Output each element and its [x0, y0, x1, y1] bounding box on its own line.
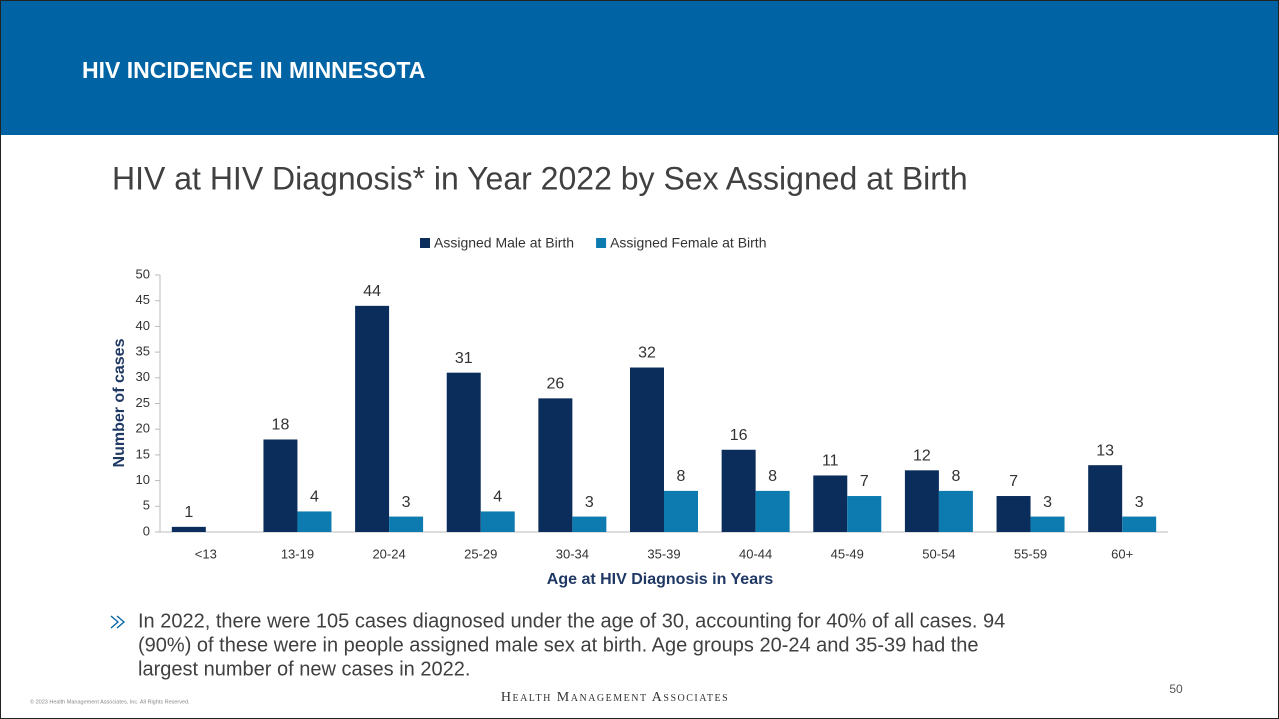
y-tick-label: 25 [136, 395, 150, 410]
y-tick-label: 35 [136, 344, 150, 359]
x-tick-label: 60+ [1111, 546, 1133, 561]
bullet-line: In 2022, there were 105 cases diagnosed … [138, 610, 1005, 632]
data-label: 16 [730, 427, 748, 444]
data-label: 4 [493, 489, 502, 506]
y-axis-title: Number of cases [111, 338, 128, 467]
data-label: 12 [913, 448, 931, 465]
data-label: 1 [184, 504, 193, 521]
data-label: 44 [363, 283, 381, 300]
data-label: 3 [1043, 494, 1052, 511]
page-number: 50 [1169, 682, 1183, 696]
data-label: 7 [1009, 473, 1018, 490]
y-tick-label: 5 [143, 498, 150, 513]
copyright: © 2023 Health Management Associates, Inc… [30, 698, 190, 705]
bar [263, 439, 298, 532]
data-label: 4 [310, 489, 319, 506]
legend-label: Assigned Male at Birth [434, 235, 574, 251]
bar [538, 398, 573, 532]
bar [171, 526, 206, 532]
bullet-icon [110, 615, 125, 629]
data-label: 11 [822, 453, 839, 470]
x-tick-label: 55-59 [1014, 546, 1047, 561]
bar [847, 496, 882, 532]
y-tick-label: 40 [136, 318, 150, 333]
bullet-line: largest number of new cases in 2022. [138, 658, 470, 680]
brand: Health Management Associates [501, 690, 729, 705]
x-tick-label: 45-49 [831, 546, 864, 561]
x-tick-label: 40-44 [739, 546, 772, 561]
legend-swatch [420, 238, 430, 248]
y-tick-label: 45 [136, 292, 150, 307]
bar [1030, 516, 1065, 532]
x-tick-label: 50-54 [922, 546, 955, 561]
legend-label: Assigned Female at Birth [610, 235, 766, 251]
bar [996, 496, 1031, 532]
header-band [1, 1, 1278, 135]
data-label: 18 [272, 417, 290, 434]
header-title: HIV INCIDENCE IN MINNESOTA [82, 57, 425, 83]
data-label: 7 [860, 473, 869, 490]
data-label: 8 [677, 468, 686, 485]
data-label: 8 [951, 468, 960, 485]
y-tick-label: 30 [136, 369, 150, 384]
data-label: 31 [455, 350, 473, 367]
bar [721, 449, 756, 532]
bar [755, 490, 790, 532]
chart-title: HIV at HIV Diagnosis* in Year 2022 by Se… [112, 160, 968, 196]
bar [297, 511, 332, 532]
y-tick-label: 0 [143, 523, 150, 538]
data-label: 3 [1135, 494, 1144, 511]
legend-swatch [596, 238, 607, 248]
bar [664, 490, 698, 532]
bar [938, 490, 973, 532]
y-tick-label: 50 [136, 266, 150, 281]
data-label: 8 [768, 468, 777, 485]
y-tick-label: 15 [136, 446, 150, 461]
x-axis-title: Age at HIV Diagnosis in Years [547, 571, 774, 588]
y-tick-label: 10 [136, 472, 150, 487]
bar [813, 475, 848, 532]
x-tick-label: 35-39 [647, 546, 680, 561]
bar [630, 367, 664, 532]
data-label: 32 [638, 345, 656, 362]
bar [572, 516, 607, 532]
data-label: 13 [1096, 442, 1114, 459]
bar [480, 511, 515, 532]
x-tick-label: <13 [195, 546, 217, 561]
x-tick-label: 20-24 [372, 546, 405, 561]
x-tick-label: 30-34 [556, 546, 589, 561]
bar [1088, 465, 1123, 532]
bar [389, 516, 424, 532]
x-tick-label: 13-19 [281, 546, 314, 561]
bar [1122, 516, 1157, 532]
bar [904, 470, 939, 532]
x-tick-label: 25-29 [464, 546, 497, 561]
y-tick-label: 20 [136, 421, 150, 436]
bar [355, 305, 390, 532]
bullet-line: (90%) of these were in people assigned m… [138, 634, 979, 656]
data-label: 3 [402, 494, 411, 511]
data-label: 26 [546, 376, 564, 393]
bar [446, 372, 481, 532]
data-label: 3 [585, 494, 594, 511]
